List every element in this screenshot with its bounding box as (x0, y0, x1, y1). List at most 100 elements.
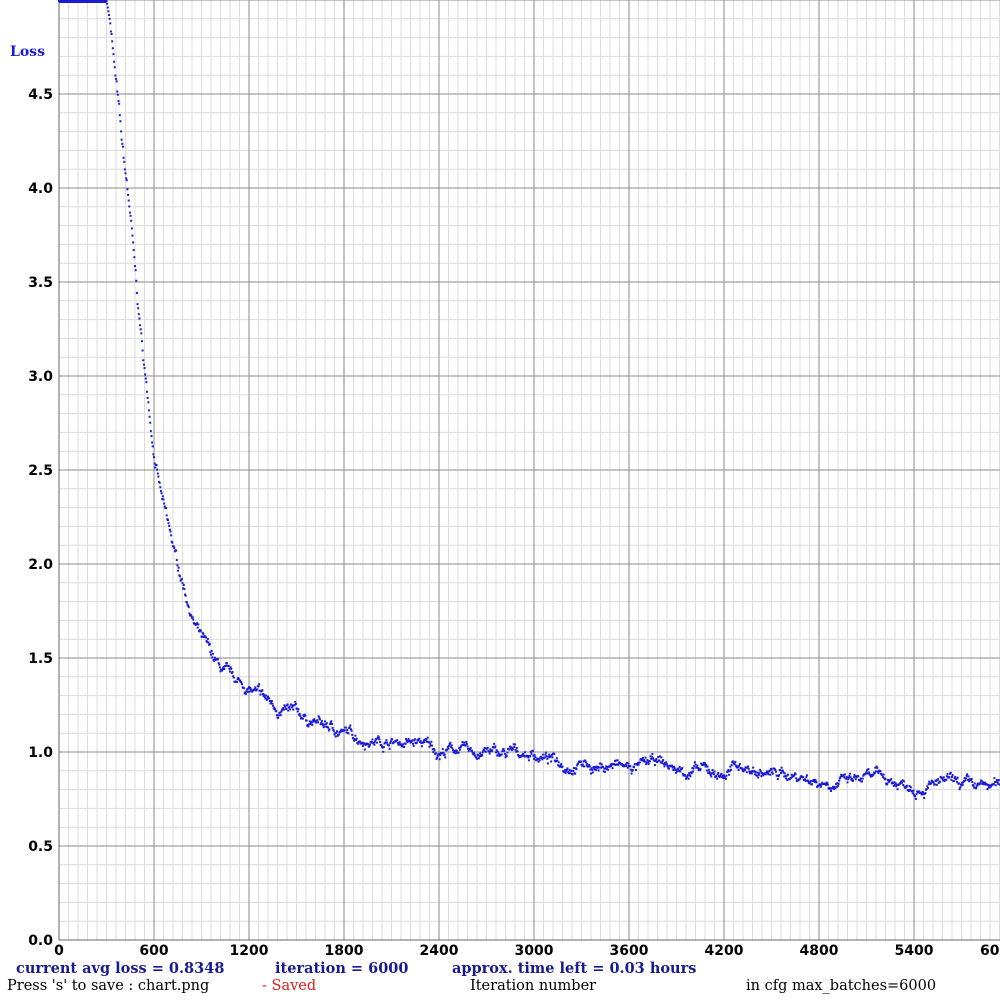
loss-point (111, 40, 114, 43)
x-tick-label: 1200 (230, 943, 269, 959)
loss-point (258, 689, 261, 692)
loss-point (479, 752, 482, 755)
loss-point (567, 772, 570, 775)
loss-point (952, 780, 955, 783)
loss-point (958, 788, 961, 791)
loss-point (783, 775, 786, 778)
loss-point (621, 762, 624, 765)
loss-point (914, 797, 917, 800)
loss-point (211, 652, 214, 655)
loss-point (531, 749, 534, 752)
loss-point (877, 772, 880, 775)
loss-point (321, 722, 324, 725)
loss-point (886, 782, 889, 785)
loss-point (989, 785, 992, 788)
loss-point (589, 768, 592, 771)
loss-point (536, 757, 539, 760)
loss-point (790, 776, 793, 779)
loss-point (926, 786, 929, 789)
loss-point (795, 777, 798, 780)
loss-point (619, 761, 622, 764)
data-points (58, 0, 1000, 800)
loss-point (694, 763, 697, 766)
loss-point (722, 777, 725, 780)
loss-point (785, 777, 788, 780)
loss-point (209, 651, 212, 654)
loss-point (306, 723, 309, 726)
loss-point (264, 697, 267, 700)
loss-point (698, 767, 701, 770)
loss-point (826, 782, 829, 785)
loss-point (783, 772, 786, 775)
loss-point (852, 776, 855, 779)
loss-point (391, 738, 394, 741)
loss-point (493, 742, 496, 745)
loss-point (771, 771, 774, 774)
loss-point (997, 779, 1000, 782)
loss-point (615, 759, 618, 762)
loss-point (684, 774, 687, 777)
loss-point (246, 688, 249, 691)
loss-point (575, 768, 578, 771)
loss-point (407, 737, 410, 740)
loss-point (600, 763, 603, 766)
loss-point (919, 791, 922, 794)
loss-point (572, 769, 575, 772)
loss-point (309, 722, 312, 725)
loss-point (240, 681, 243, 684)
loss-point (124, 172, 127, 175)
loss-point (349, 724, 352, 727)
loss-point (712, 771, 715, 774)
loss-point (624, 763, 627, 766)
loss-point (737, 768, 740, 771)
loss-point (606, 765, 609, 768)
loss-point (712, 773, 715, 776)
loss-point (593, 768, 596, 771)
loss-point (706, 765, 709, 768)
loss-point (717, 771, 720, 774)
loss-point (270, 699, 273, 702)
loss-point (597, 769, 600, 772)
loss-point (303, 713, 306, 716)
loss-point (135, 279, 138, 282)
loss-point (161, 498, 164, 501)
x-tick-label: 0 (54, 943, 64, 959)
loss-point (314, 720, 317, 723)
y-tick-label: 2.0 (28, 557, 53, 573)
loss-point (112, 53, 115, 56)
loss-point (117, 100, 120, 103)
loss-point (577, 762, 580, 765)
loss-point (805, 776, 808, 779)
loss-point (996, 781, 999, 784)
loss-point (645, 763, 648, 766)
loss-point (128, 205, 131, 208)
loss-point (780, 766, 783, 769)
loss-point (334, 735, 337, 738)
loss-point (353, 738, 356, 741)
loss-point (435, 757, 438, 760)
loss-point (443, 753, 446, 756)
loss-point (779, 769, 782, 772)
loss-point (323, 723, 326, 726)
loss-point (159, 490, 162, 493)
loss-point (784, 775, 787, 778)
loss-point (239, 679, 242, 682)
loss-point (188, 612, 191, 615)
loss-point (594, 766, 597, 769)
loss-point (568, 769, 571, 772)
loss-point (178, 574, 181, 577)
loss-point (924, 792, 927, 795)
loss-point (672, 768, 675, 771)
loss-point (208, 643, 211, 646)
loss-point (462, 743, 465, 746)
loss-point (854, 775, 857, 778)
loss-point (895, 783, 898, 786)
loss-point (199, 630, 202, 633)
loss-point (666, 765, 669, 768)
loss-point (713, 770, 716, 773)
loss-point (184, 594, 187, 597)
loss-point (733, 763, 736, 766)
loss-point (903, 785, 906, 788)
loss-point (540, 756, 543, 759)
loss-point (497, 752, 500, 755)
